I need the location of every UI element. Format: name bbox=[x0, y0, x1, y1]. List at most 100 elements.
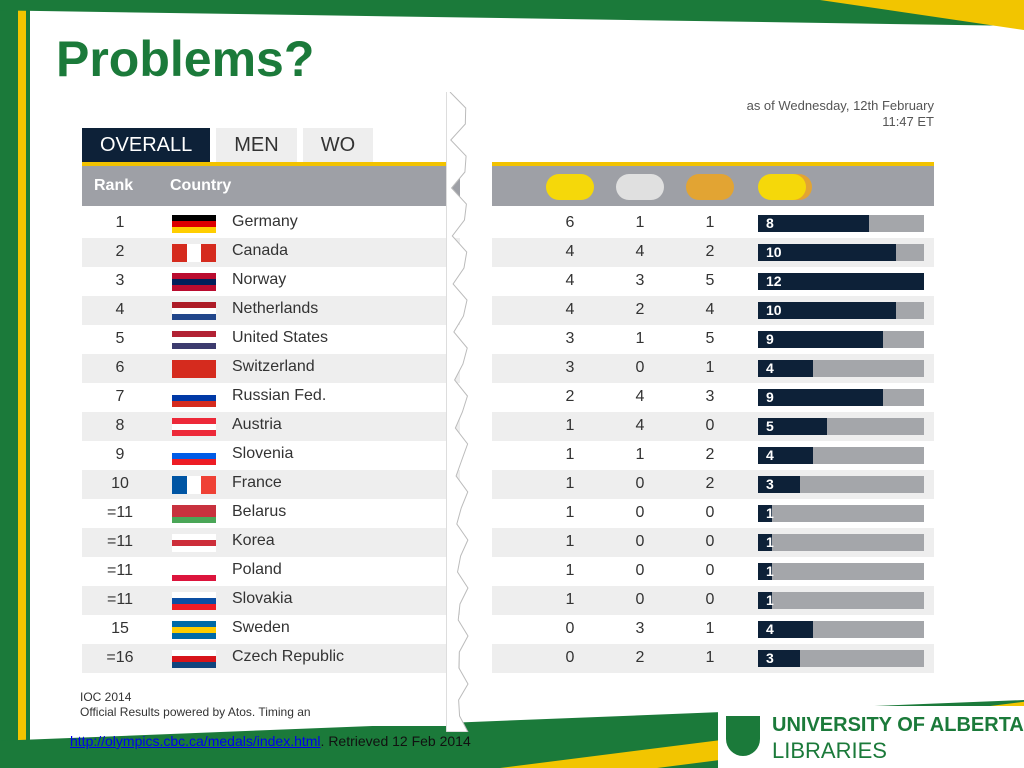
bronze-count: 3 bbox=[705, 388, 715, 405]
country-column-header[interactable]: Country bbox=[170, 177, 232, 194]
tab-men[interactable]: MEN bbox=[216, 128, 297, 162]
total-count: 1 bbox=[766, 505, 774, 521]
table-row[interactable]: 1 0 0 1 bbox=[492, 499, 934, 528]
gold-count: 1 bbox=[565, 475, 575, 492]
source-link[interactable]: http://olympics.cbc.ca/medals/index.html bbox=[70, 733, 321, 749]
table-row[interactable]: 8 Austria bbox=[82, 412, 460, 441]
bronze-medal-icon[interactable] bbox=[686, 174, 734, 200]
total-bar: 9 bbox=[758, 389, 924, 406]
table-row[interactable]: 6 1 1 8 bbox=[492, 209, 934, 238]
total-bar: 10 bbox=[758, 244, 924, 261]
country-name[interactable]: Poland bbox=[232, 561, 282, 578]
left-yellow-stripe bbox=[18, 0, 26, 768]
table-row[interactable]: =16 Czech Republic bbox=[82, 644, 460, 673]
table-row[interactable]: 4 2 4 10 bbox=[492, 296, 934, 325]
country-name[interactable]: Czech Republic bbox=[232, 648, 345, 665]
rank-cell: 5 bbox=[115, 330, 125, 347]
table-row[interactable]: 9 Slovenia bbox=[82, 441, 460, 470]
country-flag-icon bbox=[172, 650, 216, 668]
table-row[interactable]: 4 Netherlands bbox=[82, 296, 460, 325]
total-medal-icon[interactable] bbox=[758, 174, 806, 200]
country-name[interactable]: Norway bbox=[232, 271, 287, 288]
source-citation: http://olympics.cbc.ca/medals/index.html… bbox=[70, 733, 471, 749]
table-row[interactable]: 1 0 0 1 bbox=[492, 586, 934, 615]
country-name[interactable]: Slovakia bbox=[232, 590, 293, 607]
rank-column-header[interactable]: Rank bbox=[94, 177, 134, 194]
university-logo: UNIVERSITY OF ALBERTA LIBRARIES bbox=[718, 706, 1024, 768]
country-name[interactable]: Russian Fed. bbox=[232, 387, 327, 404]
total-bar: 5 bbox=[758, 418, 924, 435]
rank-cell: =11 bbox=[107, 533, 133, 550]
gold-count: 1 bbox=[565, 504, 575, 521]
gold-medal-icon[interactable] bbox=[546, 174, 594, 200]
table-row[interactable]: 5 United States bbox=[82, 325, 460, 354]
total-bar-fill bbox=[758, 389, 883, 406]
table-row[interactable]: 1 4 0 5 bbox=[492, 412, 934, 441]
table-row[interactable]: =11 Korea bbox=[82, 528, 460, 557]
bronze-count: 1 bbox=[705, 214, 715, 231]
rank-cell: 8 bbox=[115, 417, 125, 434]
silver-count: 4 bbox=[635, 243, 645, 260]
table-row[interactable]: 1 0 0 1 bbox=[492, 528, 934, 557]
total-bar-fill bbox=[758, 244, 897, 261]
table-row[interactable]: 2 Canada bbox=[82, 238, 460, 267]
table-row[interactable]: 1 0 2 3 bbox=[492, 470, 934, 499]
rank-cell: 10 bbox=[111, 475, 129, 492]
table-row[interactable]: 15 Sweden bbox=[82, 615, 460, 644]
bronze-count: 4 bbox=[705, 301, 715, 318]
total-bar: 3 bbox=[758, 650, 924, 667]
country-name[interactable]: Germany bbox=[232, 213, 298, 230]
table-row[interactable]: 6 Switzerland bbox=[82, 354, 460, 383]
silver-medal-icon[interactable] bbox=[616, 174, 664, 200]
country-name[interactable]: France bbox=[232, 474, 282, 491]
total-count: 12 bbox=[766, 273, 782, 289]
rank-cell: 9 bbox=[115, 446, 125, 463]
country-name[interactable]: Netherlands bbox=[232, 300, 319, 317]
country-name[interactable]: Canada bbox=[232, 242, 289, 259]
gold-count: 4 bbox=[565, 301, 575, 318]
table-row[interactable]: 2 4 3 9 bbox=[492, 383, 934, 412]
table-row[interactable]: 3 Norway bbox=[82, 267, 460, 296]
bronze-count: 5 bbox=[705, 272, 715, 289]
table-row[interactable]: 10 France bbox=[82, 470, 460, 499]
table-row[interactable]: 7 Russian Fed. bbox=[82, 383, 460, 412]
country-name[interactable]: Slovenia bbox=[232, 445, 294, 462]
country-name[interactable]: Belarus bbox=[232, 503, 287, 520]
table-row[interactable]: =11 Poland bbox=[82, 557, 460, 586]
bronze-count: 0 bbox=[705, 591, 715, 608]
total-bar: 9 bbox=[758, 331, 924, 348]
tab-women[interactable]: WO bbox=[302, 128, 374, 162]
table-row[interactable]: 1 Germany bbox=[82, 209, 460, 238]
table-row[interactable]: =11 Slovakia bbox=[82, 586, 460, 615]
total-bar: 4 bbox=[758, 360, 924, 377]
silver-count: 0 bbox=[635, 359, 645, 376]
table-row[interactable]: 1 0 0 1 bbox=[492, 557, 934, 586]
country-name[interactable]: Sweden bbox=[232, 619, 290, 636]
gold-count: 1 bbox=[565, 562, 575, 579]
country-name[interactable]: Switzerland bbox=[232, 358, 315, 375]
silver-count: 3 bbox=[635, 272, 645, 289]
silver-count: 0 bbox=[635, 504, 645, 521]
table-row[interactable]: =11 Belarus bbox=[82, 499, 460, 528]
total-bar-fill bbox=[758, 447, 814, 464]
table-row[interactable]: 0 3 1 4 bbox=[492, 615, 934, 644]
total-bar: 12 bbox=[758, 273, 924, 290]
tab-overall[interactable]: OVERALL bbox=[82, 128, 211, 162]
country-flag-icon bbox=[172, 244, 217, 262]
total-count: 3 bbox=[766, 476, 774, 492]
table-row[interactable]: 4 4 2 10 bbox=[492, 238, 934, 267]
silver-count: 0 bbox=[635, 533, 645, 550]
country-flag-icon bbox=[172, 389, 216, 407]
country-name[interactable]: United States bbox=[232, 329, 329, 346]
table-row[interactable]: 3 1 5 9 bbox=[492, 325, 934, 354]
table-header-right bbox=[492, 166, 934, 206]
total-bar: 8 bbox=[758, 215, 924, 232]
table-row[interactable]: 0 2 1 3 bbox=[492, 644, 934, 673]
rank-cell: 15 bbox=[111, 620, 129, 637]
table-row[interactable]: 1 1 2 4 bbox=[492, 441, 934, 470]
country-name[interactable]: Korea bbox=[232, 532, 275, 549]
country-name[interactable]: Austria bbox=[232, 416, 282, 433]
silver-count: 2 bbox=[635, 649, 645, 666]
table-row[interactable]: 4 3 5 12 bbox=[492, 267, 934, 296]
table-row[interactable]: 3 0 1 4 bbox=[492, 354, 934, 383]
